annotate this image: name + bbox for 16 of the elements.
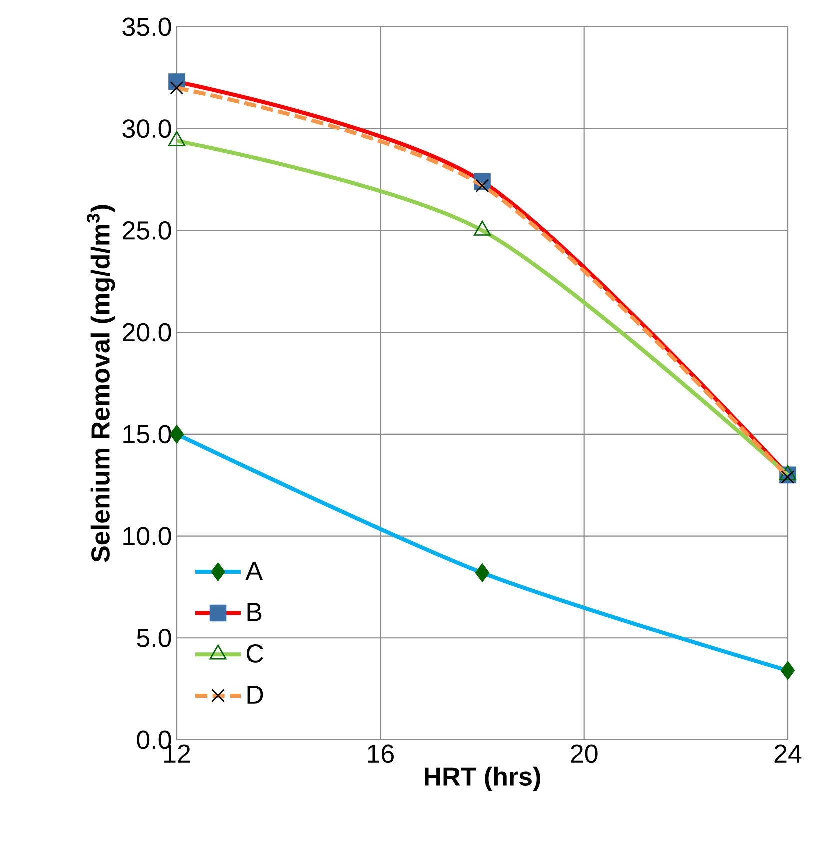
- x-tick-label: 20: [571, 744, 598, 764]
- y-tick-label: 25.0: [123, 222, 172, 240]
- legend-label: C: [247, 644, 264, 663]
- legend-label: A: [246, 562, 263, 580]
- legend-label: B: [248, 603, 262, 622]
- y-tick-label: 30.0: [122, 120, 172, 138]
- y-tick-label: 35.0: [122, 18, 172, 36]
- y-tick-label: 15.0: [124, 425, 172, 444]
- x-axis-title: HRT (hrs): [425, 766, 540, 792]
- y-axis-title: Selenium Removal (mg/d/m$^{3}$): [86, 205, 116, 562]
- y-tick-label: 20.0: [123, 323, 172, 342]
- y-tick-label: 5.0: [137, 628, 172, 648]
- y-tick-label: 10.0: [124, 527, 172, 546]
- x-tick-label: 24: [774, 744, 802, 763]
- legend-label: D: [248, 686, 264, 704]
- x-tick-label: 16: [368, 744, 394, 764]
